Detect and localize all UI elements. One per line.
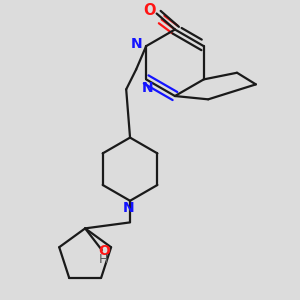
Text: N: N (131, 38, 142, 52)
Text: O: O (98, 244, 110, 258)
Text: N: N (123, 201, 134, 215)
Text: N: N (142, 81, 154, 95)
Text: H: H (99, 253, 109, 266)
Text: O: O (143, 3, 156, 18)
